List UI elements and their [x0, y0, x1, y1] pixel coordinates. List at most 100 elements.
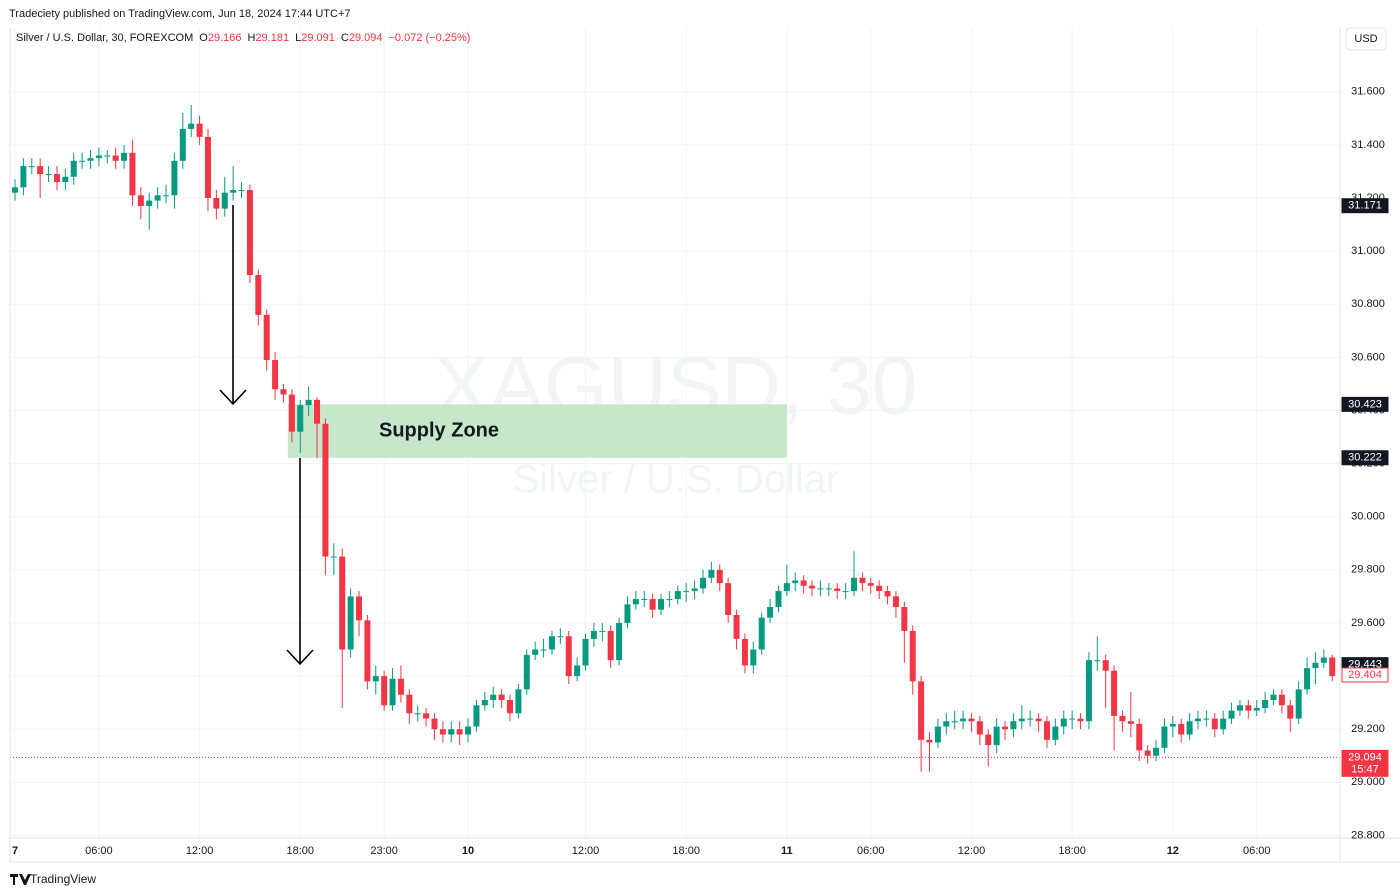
candle-body: [1304, 668, 1311, 690]
currency-button[interactable]: [1345, 27, 1387, 51]
candle-body: [884, 591, 891, 597]
candle-body: [204, 136, 211, 198]
candle-body: [1085, 660, 1092, 722]
candle-body: [221, 192, 228, 209]
price-label: 30.222: [1348, 452, 1382, 464]
candle-body: [733, 614, 740, 639]
candle-body: [1077, 718, 1084, 722]
candle-body: [389, 678, 396, 706]
candle-body: [1094, 660, 1101, 662]
candle-body: [725, 583, 732, 615]
x-tick-label: 06:00: [85, 845, 113, 857]
candle-body: [1278, 694, 1285, 706]
currency[interactable]: USD: [1354, 33, 1377, 45]
candle-body: [62, 176, 69, 183]
x-tick-label: 12:00: [186, 845, 214, 857]
price-labels: 31.17130.42330.22229.44329.40429.09415:4…: [1341, 198, 1389, 777]
candle-body: [557, 636, 564, 638]
candle-body: [540, 649, 547, 651]
candle-body: [272, 360, 279, 390]
published-note: Tradeciety published on TradingView.com,…: [9, 8, 351, 20]
candle-body: [565, 636, 572, 677]
candle-body: [876, 585, 883, 592]
candle-body: [1018, 718, 1025, 722]
candle-body: [431, 718, 438, 730]
candle-body: [1052, 726, 1059, 740]
candle-body: [1002, 726, 1009, 730]
candle-body: [414, 713, 421, 715]
y-tick-label: 31.400: [1351, 139, 1385, 151]
candle-body: [490, 694, 497, 700]
candle-body: [515, 689, 522, 714]
time-axis: 7 06:00 12:00 18:00 23:00 10 12:00 18:00 11 06:00…: [12, 845, 1271, 857]
candle-body: [817, 588, 824, 590]
candle-body: [825, 588, 832, 590]
candle-body: [448, 729, 455, 735]
candle-body: [851, 577, 857, 592]
price-label-box: [1341, 450, 1389, 466]
o-label: O: [199, 32, 208, 44]
candle-body: [741, 638, 748, 666]
o-value: 29.166: [208, 32, 242, 44]
candle-body: [666, 599, 673, 601]
x-tick-label: 23:00: [370, 845, 398, 857]
candle-body: [87, 158, 94, 161]
candle-body: [397, 678, 404, 695]
y-tick-label: 29.600: [1351, 617, 1385, 629]
candle-body: [632, 599, 639, 605]
logo-text: TradingView: [30, 872, 96, 886]
candle-body: [213, 197, 220, 209]
candle-body: [1228, 710, 1235, 719]
arrow-head: [286, 649, 314, 666]
x-tick-label: 06:00: [1243, 845, 1271, 857]
candle-body: [196, 123, 203, 137]
candle-body: [70, 160, 77, 177]
candle-body: [288, 394, 295, 432]
y-tick-label: 28.800: [1351, 829, 1385, 841]
candle-body: [1027, 718, 1034, 720]
candle-body: [20, 166, 27, 188]
candle-body: [1144, 750, 1151, 756]
l-value: 29.091: [301, 32, 335, 44]
c-value: 29.094: [349, 32, 383, 44]
candle-body: [112, 155, 119, 161]
candle-body: [465, 726, 472, 735]
price-label: 31.171: [1348, 200, 1382, 212]
x-tick-label: 7: [12, 845, 18, 857]
candle-body: [28, 166, 35, 168]
candle-body: [532, 649, 539, 655]
candles: [10, 105, 1340, 772]
candle-body: [909, 630, 916, 682]
candle-body: [1262, 699, 1269, 708]
candle-body: [406, 694, 413, 714]
x-tick-label: 06:00: [857, 845, 885, 857]
candle-body: [263, 314, 270, 361]
candle-body: [372, 676, 379, 682]
candle-body: [280, 389, 287, 395]
candle-body: [800, 580, 807, 586]
price-label: 30.423: [1348, 398, 1382, 410]
candle-body: [154, 195, 161, 201]
candle-body: [171, 160, 178, 196]
candle-body: [574, 665, 581, 677]
candle-body: [297, 405, 304, 432]
candle-body: [985, 734, 992, 746]
candle-body: [976, 721, 983, 735]
countdown: 15:47: [1351, 763, 1379, 775]
candle-body: [1245, 705, 1252, 711]
candle-body: [137, 195, 144, 206]
candle-body: [473, 705, 480, 727]
candle-body: [674, 591, 681, 600]
candle-body: [708, 569, 715, 578]
candle-body: [892, 596, 899, 608]
candle-body: [1186, 721, 1193, 735]
price-label: 29.404: [1348, 669, 1382, 681]
price-label-box: [1341, 667, 1389, 683]
candle-body: [322, 423, 329, 557]
candle-body: [456, 729, 463, 735]
candle-body: [381, 676, 388, 706]
candle-body: [1295, 689, 1302, 719]
candle-body: [355, 596, 362, 621]
candle-body: [423, 713, 430, 719]
candle-body: [146, 200, 153, 206]
